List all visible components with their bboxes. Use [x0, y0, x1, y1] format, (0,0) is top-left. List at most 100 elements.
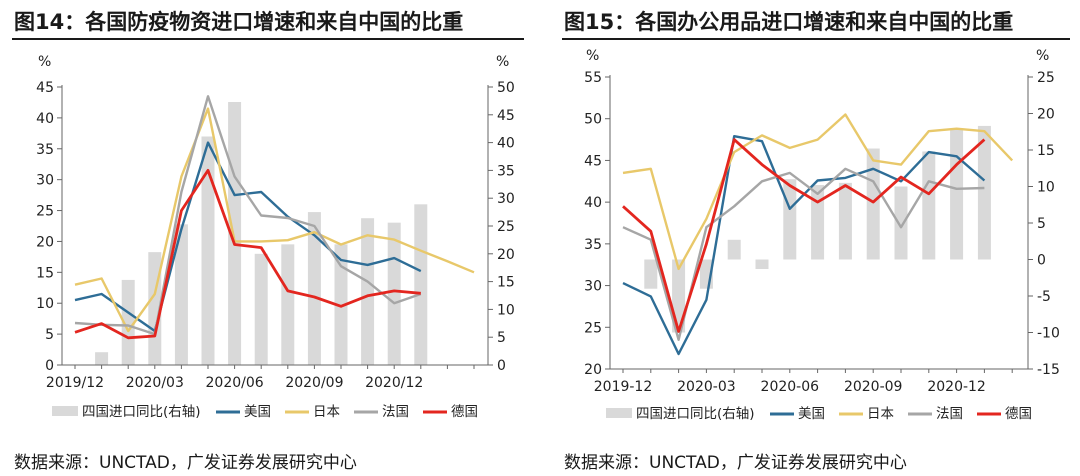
- legend-label-bars: 四国进口同比(右轴): [636, 406, 755, 422]
- right-axis-unit: %: [496, 54, 509, 70]
- left-tick-label: 40: [584, 195, 602, 211]
- figure-15-title: 图15：各国办公用品进口增速和来自中国的比重: [564, 10, 1014, 34]
- right-tick-label: 20: [1037, 107, 1055, 123]
- left-tick-label: 30: [584, 279, 602, 295]
- series-line-3: [74, 169, 421, 340]
- x-tick-label: 2020-06: [761, 379, 820, 395]
- left-axis-unit: %: [586, 48, 599, 64]
- bar-11: [922, 151, 936, 260]
- x-tick-label: 2020/12: [365, 375, 423, 391]
- figure-15-panel: 图15：各国办公用品进口增速和来自中国的比重 20 25 30 35 40 45 50 55-…: [540, 0, 1080, 476]
- right-tick-label: 25: [497, 219, 515, 235]
- x-tick-label: 2020-09: [844, 379, 903, 395]
- left-tick-label: 20: [584, 362, 602, 378]
- right-axis-unit: %: [1036, 48, 1049, 64]
- bar-9: [307, 212, 321, 365]
- bar-10: [894, 186, 908, 260]
- legend-swatch-bars: [606, 408, 632, 418]
- bar-7: [811, 185, 825, 260]
- figure-14-title: 图14：各国防疫物资进口增速和来自中国的比重: [14, 10, 464, 34]
- right-tick-label: -5: [1037, 289, 1051, 305]
- right-tick-label: 45: [497, 108, 515, 124]
- left-tick-label: 10: [36, 296, 54, 312]
- left-tick-label: 45: [584, 153, 602, 169]
- left-tick-label: 25: [584, 320, 602, 336]
- right-tick-label: 25: [1037, 70, 1055, 86]
- right-tick-label: 50: [497, 80, 515, 96]
- bar-1: [95, 352, 109, 365]
- legend-swatch-bars: [52, 406, 78, 416]
- x-tick-label: 2019/12: [46, 375, 104, 391]
- left-tick-label: 35: [584, 237, 602, 253]
- x-tick-label: 2020-03: [677, 379, 736, 395]
- legend-label-0: 美国: [244, 404, 271, 420]
- bar-12: [950, 129, 964, 260]
- right-tick-label: 30: [497, 191, 515, 207]
- right-tick-label: 5: [1037, 216, 1046, 232]
- legend-label-bars: 四国进口同比(右轴): [82, 404, 201, 420]
- left-tick-label: 50: [584, 112, 602, 128]
- right-tick-label: 35: [497, 163, 515, 179]
- series-line-1: [74, 107, 475, 333]
- legend-label-1: 日本: [313, 404, 340, 420]
- figure-15-chart: 20 25 30 35 40 45 50 55 -15 -10 -5 0 5 10 15 20 25% % 2019…: [584, 48, 1060, 422]
- right-tick-label: -10: [1037, 326, 1060, 342]
- legend-label-0: 美国: [798, 406, 825, 422]
- right-tick-label: 15: [497, 275, 515, 291]
- figure-14-source: 数据来源：UNCTAD，广发证券发展研究中心: [14, 453, 357, 473]
- x-tick-label: 2019-12: [594, 379, 653, 395]
- bar-10: [334, 244, 348, 365]
- x-tick-label: 2020/09: [285, 375, 343, 391]
- series-line-3: [622, 138, 986, 333]
- bar-2: [121, 279, 135, 365]
- series-line-0: [74, 141, 422, 333]
- bar-2: [672, 259, 686, 333]
- left-tick-label: 45: [36, 80, 54, 96]
- series-line-2: [74, 95, 422, 336]
- bar-12: [387, 222, 401, 365]
- bar-13: [414, 204, 428, 365]
- x-tick-label: 2020/06: [206, 375, 264, 391]
- legend-label-2: 法国: [382, 404, 409, 420]
- left-tick-label: 0: [45, 358, 54, 374]
- bar-5: [755, 259, 769, 269]
- left-tick-label: 20: [36, 234, 54, 250]
- bar-4: [727, 239, 741, 260]
- figure-15-title-rule: [562, 38, 1070, 40]
- legend-label-2: 法国: [936, 406, 963, 422]
- series-line-1: [622, 113, 1014, 271]
- right-tick-label: 10: [1037, 180, 1055, 196]
- left-tick-label: 15: [36, 265, 54, 281]
- bar-8: [838, 182, 852, 260]
- left-tick-label: 40: [36, 111, 54, 127]
- figure-14-chart: 0 5 10 15 20 25 30 35 40 45 0 5 10 15 20 25 30 35 40 45 50%%…: [36, 54, 515, 420]
- legend-label-3: 德国: [1005, 406, 1032, 422]
- right-tick-label: 40: [497, 136, 515, 152]
- left-tick-label: 25: [36, 204, 54, 220]
- legend-label-3: 德国: [451, 404, 478, 420]
- right-tick-label: 10: [497, 302, 515, 318]
- right-tick-label: 0: [1037, 253, 1046, 269]
- figure-14-title-rule: [12, 38, 524, 40]
- figure-14-panel: 图14：各国防疫物资进口增速和来自中国的比重 0 5 10 15 20 25 30 35 40 4…: [12, 10, 524, 473]
- right-tick-label: 5: [497, 330, 506, 346]
- figure-15-source: 数据来源：UNCTAD，广发证券发展研究中心: [564, 453, 907, 473]
- bar-6: [783, 179, 797, 260]
- x-tick-label: 2020-12: [927, 379, 986, 395]
- legend-label-1: 日本: [867, 406, 895, 422]
- left-tick-label: 55: [584, 70, 602, 86]
- bar-1: [644, 259, 658, 289]
- bar-13: [977, 125, 991, 260]
- right-tick-label: 15: [1037, 143, 1055, 159]
- x-tick-label: 2020/03: [126, 375, 184, 391]
- bar-9: [866, 148, 880, 260]
- left-tick-label: 35: [36, 142, 54, 158]
- bar-11: [361, 218, 375, 365]
- left-tick-label: 30: [36, 173, 54, 189]
- bar-8: [281, 244, 295, 365]
- left-tick-label: 5: [45, 327, 54, 343]
- right-tick-label: 0: [497, 358, 506, 374]
- bar-7: [254, 253, 268, 365]
- bar-4: [174, 224, 188, 365]
- left-axis-unit: %: [38, 54, 51, 70]
